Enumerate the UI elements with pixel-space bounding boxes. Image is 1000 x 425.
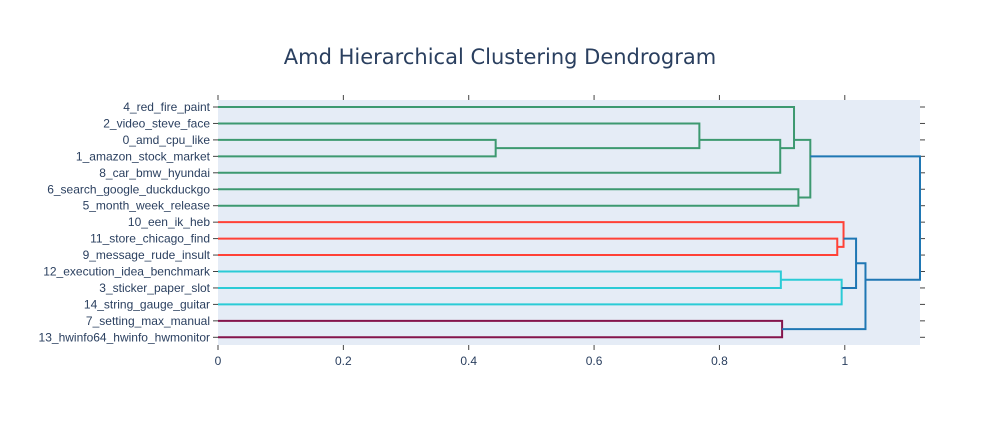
- leaf-label: 3_sticker_paper_slot: [99, 281, 210, 295]
- x-tick-label: 0.6: [586, 354, 603, 368]
- x-tick-labels: 0 0.2 0.4 0.6 0.8 1: [215, 354, 849, 368]
- dendrogram-link: [218, 221, 845, 248]
- leaf-label: 1_amazon_stock_market: [76, 149, 211, 163]
- axis-ticks: [213, 95, 925, 350]
- leaf-label: 11_store_chicago_find: [90, 232, 210, 246]
- leaf-label: 13_hwinfo64_hwinfo_hwmonitor: [39, 330, 210, 344]
- dendrogram-links: [218, 106, 921, 339]
- x-tick-label: 0.4: [460, 354, 477, 368]
- dendrogram-link: [794, 138, 812, 199]
- leaf-label: 8_car_bmw_hyundai: [99, 166, 210, 180]
- leaf-labels: 4_red_fire_paint 2_video_steve_face 0_amd_…: [39, 100, 211, 344]
- leaf-label: 10_een_ik_heb: [128, 215, 210, 229]
- dendrogram-link: [810, 155, 921, 281]
- leaf-label: 4_red_fire_paint: [123, 100, 210, 114]
- leaf-label: 12_execution_idea_benchmark: [43, 265, 211, 279]
- dendrogram-link: [218, 319, 784, 339]
- leaf-label: 7_setting_max_manual: [86, 314, 210, 328]
- x-tick-label: 0.2: [335, 354, 352, 368]
- leaf-label: 5_month_week_release: [83, 199, 211, 213]
- leaf-label: 0_amd_cpu_like: [123, 133, 211, 147]
- dendrogram-link: [218, 138, 497, 158]
- chart-title: Amd Hierarchical Clustering Dendrogram: [284, 45, 716, 69]
- dendrogram-link: [218, 138, 782, 174]
- dendrogram-link: [218, 122, 701, 150]
- x-tick-label: 0: [215, 354, 222, 368]
- leaf-label: 6_search_google_duckduckgo: [47, 182, 210, 196]
- leaf-label: 2_video_steve_face: [103, 116, 210, 130]
- dendrogram-link: [218, 278, 843, 306]
- leaf-label: 9_message_rude_insult: [83, 248, 211, 262]
- x-tick-label: 1: [841, 354, 848, 368]
- leaf-label: 14_string_gauge_guitar: [84, 297, 210, 311]
- x-tick-label: 0.8: [711, 354, 728, 368]
- dendrogram-link: [782, 262, 867, 331]
- dendrogram-link: [218, 106, 796, 150]
- dendrogram-link: [218, 237, 839, 257]
